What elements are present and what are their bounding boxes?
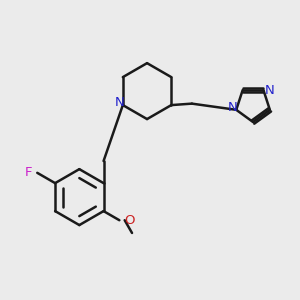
Text: F: F bbox=[25, 166, 32, 179]
Text: N: N bbox=[265, 84, 275, 97]
Text: N: N bbox=[228, 101, 238, 114]
Text: O: O bbox=[125, 214, 135, 227]
Text: N: N bbox=[114, 96, 124, 109]
